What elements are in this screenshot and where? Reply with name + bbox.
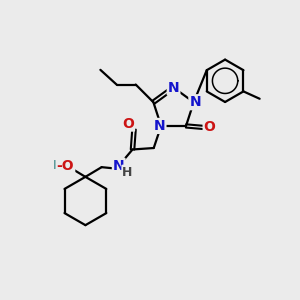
Text: N: N xyxy=(189,95,201,109)
Text: N: N xyxy=(168,81,179,94)
Text: -O: -O xyxy=(57,159,74,173)
Text: H: H xyxy=(53,159,63,172)
Text: O: O xyxy=(204,120,215,134)
Text: O: O xyxy=(122,117,134,130)
Text: H: H xyxy=(122,166,133,179)
Text: N: N xyxy=(154,119,165,133)
Text: N: N xyxy=(113,159,124,173)
